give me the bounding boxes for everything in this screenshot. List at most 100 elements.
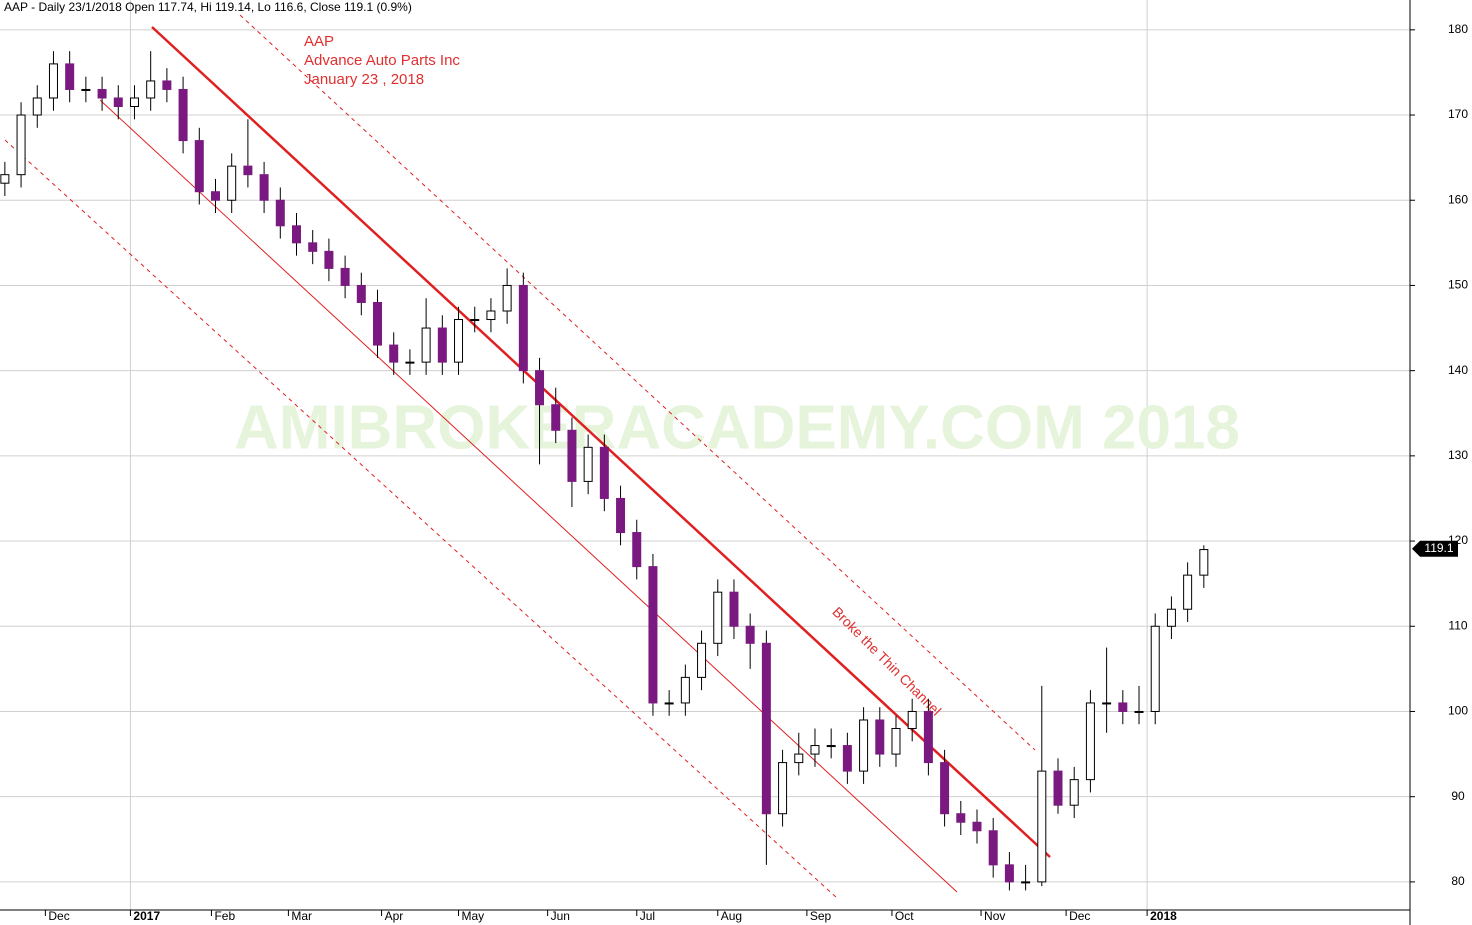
candle-body (16, 114, 26, 176)
x-tick-label: 2017 (133, 909, 160, 923)
candle-body (1166, 608, 1176, 627)
annotation: Advance Auto Parts Inc (304, 52, 460, 69)
candle-body (178, 88, 188, 142)
candle-body (988, 830, 998, 866)
last-price-box (1412, 540, 1458, 557)
x-tick-label: Nov (984, 909, 1005, 923)
x-tick-label: Sep (810, 909, 832, 923)
y-tick-label: 180 (1448, 22, 1468, 36)
candle-body (259, 174, 269, 201)
candle-body (745, 625, 755, 644)
candle-body (373, 301, 383, 346)
candle-body (356, 284, 366, 303)
x-tick-label: Oct (895, 909, 914, 923)
candle-body (308, 242, 318, 252)
channel-dashed (4, 139, 838, 899)
candle-body (129, 97, 139, 108)
annotation: January 23 , 2018 (304, 71, 424, 88)
candle-body (1118, 702, 1128, 712)
candle-body (518, 284, 528, 372)
trend-line (151, 26, 1051, 858)
y-tick-label: 150 (1448, 278, 1468, 292)
candle-body (907, 710, 917, 730)
candle-body (567, 429, 577, 482)
candle-body (729, 591, 739, 627)
candle-body (1004, 864, 1014, 883)
candle-body (292, 225, 302, 244)
candle-body (1199, 549, 1209, 576)
candle-body (956, 813, 966, 823)
candle-body (146, 80, 156, 99)
candle-body (1037, 770, 1047, 883)
candle-body (210, 191, 220, 201)
x-tick-label: Feb (214, 909, 235, 923)
candle-body (891, 728, 901, 755)
candle-body (1134, 710, 1144, 713)
x-tick-label: Jul (640, 909, 655, 923)
candle-body (81, 88, 91, 91)
candles (0, 51, 1209, 891)
candle-body (486, 310, 496, 321)
x-tick-label: May (462, 909, 485, 923)
candle-body (65, 63, 75, 90)
candle-body (680, 676, 690, 704)
candle-body (859, 719, 869, 772)
y-tick-label: 170 (1448, 107, 1468, 121)
candle-body (648, 566, 658, 704)
candle-body (1183, 574, 1193, 610)
channel-line (99, 99, 958, 893)
candle-body (470, 319, 480, 322)
x-tick-label: Dec (48, 909, 69, 923)
candle-body (1021, 881, 1031, 884)
candle-body (97, 88, 107, 99)
candle-body (1150, 625, 1160, 712)
candle-body (162, 80, 172, 90)
y-tick-label: 110 (1448, 618, 1467, 632)
candle-body (599, 446, 609, 499)
candle-body (502, 284, 512, 312)
candle-body (405, 361, 415, 364)
y-tick-label: 140 (1448, 363, 1468, 377)
candle-body (761, 642, 771, 815)
candle-body (810, 745, 820, 755)
candle-body (778, 762, 788, 815)
candle-body (972, 821, 982, 832)
chart-title: AAP - Daily 23/1/2018 Open 117.74, Hi 11… (4, 0, 412, 14)
candle-body (1069, 779, 1079, 806)
candle-body (535, 370, 545, 406)
candle-body (113, 97, 123, 108)
x-tick-label: 2018 (1150, 909, 1177, 923)
candle-body (697, 642, 707, 678)
candle-body (1085, 702, 1095, 781)
y-tick-label: 130 (1448, 448, 1468, 462)
x-tick-label: Mar (291, 909, 312, 923)
candle-body (340, 267, 350, 286)
candle-body (826, 745, 836, 748)
x-tick-label: Apr (385, 909, 404, 923)
candle-body (616, 497, 626, 534)
candle-body (923, 710, 933, 764)
candle-body (632, 532, 642, 568)
last-price-label: 119.1 (1424, 541, 1453, 555)
annotation: AAP (304, 33, 334, 50)
candle-body (794, 753, 804, 764)
candle-body (421, 327, 431, 363)
x-tick-label: Aug (721, 909, 742, 923)
candle-body (0, 174, 10, 184)
y-tick-label: 100 (1448, 704, 1468, 718)
x-tick-label: Dec (1069, 909, 1090, 923)
candle-body (551, 404, 561, 431)
x-tick-label: Jun (551, 909, 570, 923)
candle-body (194, 140, 204, 193)
candle-body (454, 319, 464, 363)
candle-body (227, 165, 237, 201)
channel-lines (4, 14, 1051, 899)
y-tick-label: 90 (1451, 789, 1465, 803)
candle-body (1102, 702, 1112, 705)
candle-body (48, 63, 58, 99)
candle-body (275, 199, 285, 227)
candle-body (583, 446, 593, 482)
